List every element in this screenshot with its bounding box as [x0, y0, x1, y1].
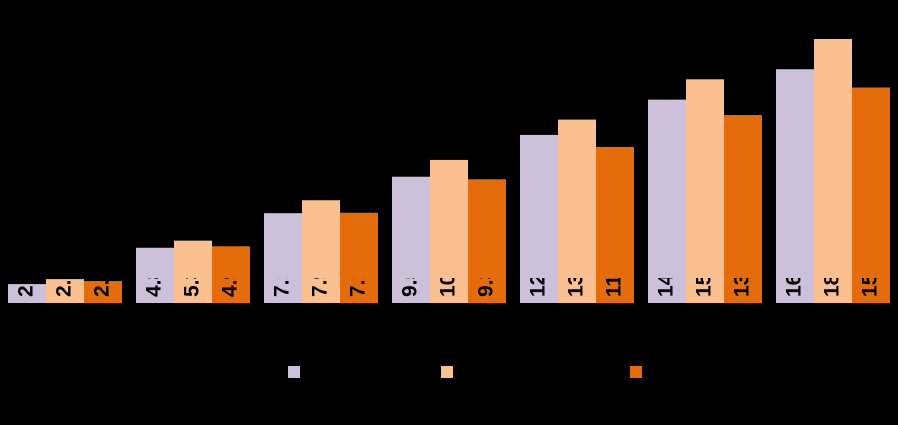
value-label: 14.639 [655, 233, 678, 297]
value-label: 9.378 [475, 244, 498, 297]
bar [648, 99, 686, 303]
legend-marker [630, 366, 642, 378]
bar [136, 247, 174, 303]
bar [814, 38, 852, 303]
bar [852, 87, 890, 303]
value-label: 4.95 [219, 256, 242, 297]
bar [430, 159, 468, 303]
value-label: 12.307 [527, 233, 550, 297]
value-label: 13.319 [565, 233, 588, 297]
value-label: 5.32 [181, 256, 204, 297]
bar [776, 69, 814, 304]
bar [174, 240, 212, 303]
value-label: 15.982 [693, 233, 716, 297]
bar [596, 146, 634, 303]
value-label: 10.655 [437, 232, 460, 297]
bar [302, 200, 340, 303]
bar [8, 284, 46, 303]
value-label: 2.45 [15, 256, 38, 297]
value-label: 9.545 [399, 244, 422, 297]
legend-marker [288, 366, 300, 378]
legend-marker [441, 366, 453, 378]
bar [46, 279, 84, 303]
value-label: 2.78 [53, 256, 76, 297]
bar [392, 176, 430, 303]
value-label: 7.163 [347, 244, 370, 297]
bar [686, 79, 724, 303]
value-label: 15.442 [859, 233, 882, 297]
bar [212, 246, 250, 303]
bar [84, 281, 122, 303]
bar [468, 179, 506, 303]
value-label: 16.648 [783, 232, 806, 297]
value-label: 11.515 [603, 234, 626, 297]
value-label: 4.85 [143, 256, 166, 297]
value-label: 7.991 [309, 244, 332, 297]
bar [264, 213, 302, 303]
bar [520, 134, 558, 303]
value-label: 7.136 [271, 244, 294, 297]
value-label: 2.65 [91, 256, 114, 297]
value-label: 18.646 [821, 233, 844, 297]
bar [558, 119, 596, 304]
value-label: 13.621 [731, 232, 754, 297]
bar [724, 115, 762, 304]
bar [340, 212, 378, 303]
